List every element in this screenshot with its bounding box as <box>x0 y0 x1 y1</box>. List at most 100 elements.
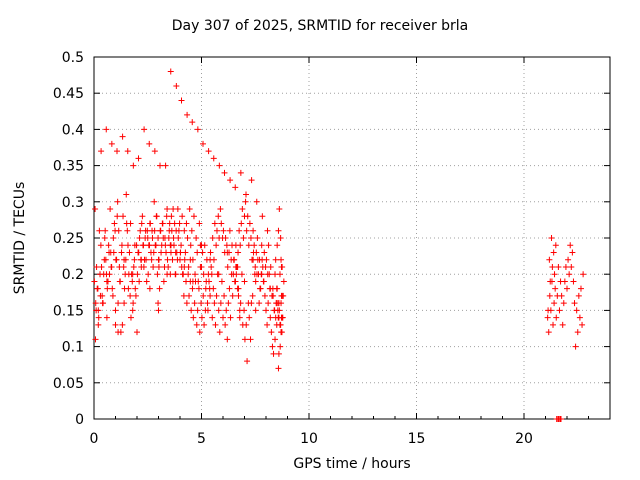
data-point <box>192 271 199 278</box>
data-point <box>172 249 179 256</box>
data-point <box>120 263 127 270</box>
data-point <box>264 321 271 328</box>
data-point <box>209 314 216 321</box>
data-point <box>221 292 228 299</box>
data-point <box>189 119 196 126</box>
data-point <box>252 263 259 270</box>
data-point <box>552 285 559 292</box>
data-point <box>143 278 150 285</box>
data-point <box>240 235 247 241</box>
data-point <box>191 300 198 307</box>
data-point <box>146 285 153 292</box>
data-point <box>198 242 205 249</box>
data-point <box>124 242 131 249</box>
data-points <box>91 68 587 422</box>
data-point <box>226 285 233 292</box>
data-point <box>121 300 128 307</box>
data-point <box>551 300 558 307</box>
data-point <box>229 292 236 299</box>
y-tick-label: 0.3 <box>62 195 84 211</box>
data-point <box>155 235 162 241</box>
data-point <box>275 300 282 307</box>
data-point <box>119 321 126 328</box>
data-point <box>193 321 200 328</box>
data-point <box>258 242 265 249</box>
data-point <box>236 307 243 314</box>
data-point <box>568 263 575 270</box>
data-point <box>244 358 251 365</box>
data-point <box>548 235 555 241</box>
data-point <box>170 206 177 213</box>
data-point <box>274 285 281 292</box>
data-point <box>112 307 119 314</box>
data-point <box>209 235 216 241</box>
data-point <box>131 256 138 263</box>
x-tick-label: 20 <box>515 431 533 447</box>
data-point <box>190 314 197 321</box>
data-point <box>108 140 115 147</box>
data-point <box>103 314 110 321</box>
data-point <box>278 314 285 321</box>
data-point <box>150 249 157 256</box>
data-point <box>280 278 287 285</box>
data-point <box>272 336 279 343</box>
data-point <box>162 242 169 249</box>
data-point <box>124 148 131 155</box>
data-point <box>198 300 205 307</box>
data-point <box>129 271 136 278</box>
data-point <box>196 220 203 227</box>
data-point <box>181 263 188 270</box>
data-point <box>264 227 271 234</box>
data-point <box>272 314 279 321</box>
data-point <box>249 292 256 299</box>
y-tick-label: 0.35 <box>53 159 84 175</box>
data-point <box>544 314 551 321</box>
data-point <box>278 263 285 270</box>
y-tick-label: 0.05 <box>53 376 84 392</box>
data-point <box>212 321 219 328</box>
y-tick-label: 0.4 <box>62 122 84 138</box>
data-point <box>203 278 210 285</box>
y-tick-label: 0.2 <box>62 267 84 283</box>
data-point <box>562 263 569 270</box>
data-point <box>114 198 121 205</box>
data-point <box>218 278 225 285</box>
data-point <box>135 249 142 256</box>
data-point <box>575 292 582 299</box>
data-point <box>274 242 281 249</box>
data-point <box>155 263 162 270</box>
data-point <box>115 300 122 307</box>
x-tick-label: 10 <box>300 431 318 447</box>
data-point <box>546 292 553 299</box>
data-point <box>225 300 232 307</box>
data-point <box>183 220 190 227</box>
data-point <box>140 242 147 249</box>
data-point <box>242 198 249 205</box>
data-point <box>221 169 228 176</box>
data-point <box>258 271 265 278</box>
data-point <box>127 314 134 321</box>
data-point <box>148 256 155 263</box>
data-point <box>175 235 182 241</box>
data-point <box>276 271 283 278</box>
data-point <box>235 292 242 299</box>
data-point <box>243 321 250 328</box>
data-point <box>270 350 277 357</box>
data-point <box>136 278 143 285</box>
data-point <box>102 227 109 234</box>
data-point <box>173 227 180 234</box>
data-point <box>133 242 140 249</box>
data-point <box>132 292 139 299</box>
data-point <box>151 198 158 205</box>
data-point <box>178 242 185 249</box>
data-point <box>167 68 174 75</box>
data-point <box>215 307 222 314</box>
data-point <box>118 249 125 256</box>
x-tick-label: 5 <box>197 431 206 447</box>
data-point <box>235 249 242 256</box>
data-point <box>110 249 117 256</box>
data-point <box>236 227 243 234</box>
data-point <box>155 300 162 307</box>
data-point <box>130 263 137 270</box>
